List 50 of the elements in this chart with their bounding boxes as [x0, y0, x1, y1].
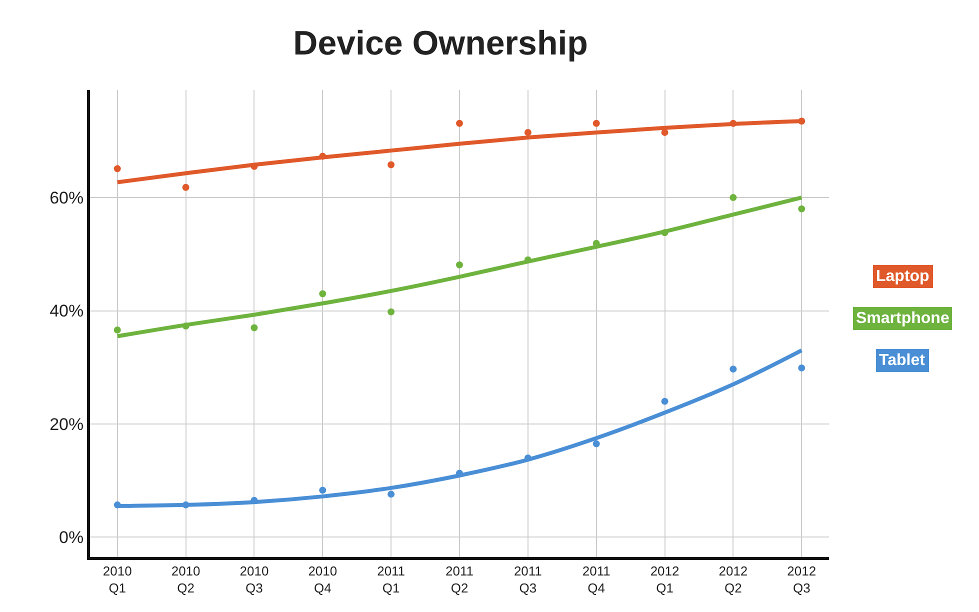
point	[798, 118, 806, 125]
point	[388, 308, 395, 316]
y-tick-label: 40%	[50, 302, 84, 321]
point	[250, 324, 258, 332]
point	[319, 290, 326, 298]
point	[524, 454, 532, 462]
x-tick-label: 2012 Q3	[787, 564, 816, 596]
point	[114, 326, 121, 334]
y-tick-label: 60%	[50, 188, 84, 208]
text: Smartphone	[856, 310, 950, 327]
y-tick-label: 0%	[59, 528, 84, 548]
line-series	[115, 196, 804, 338]
x-tick-label: 2012 Q1	[650, 564, 680, 596]
point	[319, 152, 326, 160]
point	[661, 229, 668, 236]
point	[661, 128, 668, 136]
point	[182, 322, 190, 330]
x-tick-label: 2010 Q4	[308, 564, 338, 596]
point	[388, 490, 395, 498]
point	[730, 366, 737, 373]
point	[182, 184, 190, 191]
x-tick-label: 2012 Q2	[718, 564, 748, 596]
point	[524, 128, 532, 136]
x-tick-label: 2010 Q2	[171, 564, 200, 596]
point	[592, 440, 600, 448]
point	[798, 364, 806, 372]
x-tick-label: 2011 Q2	[446, 564, 474, 596]
y-tick-label: 20%	[50, 414, 84, 434]
text: Tablet	[879, 352, 926, 369]
text: Laptop	[876, 268, 930, 285]
point	[456, 261, 463, 268]
point	[182, 501, 190, 508]
point	[730, 120, 737, 127]
point	[730, 194, 737, 202]
chart-title: Device Ownership	[293, 24, 588, 62]
point	[524, 256, 532, 264]
point	[114, 501, 121, 508]
x-tick-label: 2011 Q4	[582, 564, 610, 596]
x-tick-label: 2011 Q1	[377, 564, 406, 596]
point	[661, 398, 668, 405]
point	[798, 205, 806, 212]
point	[250, 162, 258, 170]
point	[319, 486, 326, 494]
x-tick-label: 2010 Q1	[102, 564, 132, 596]
point	[592, 120, 600, 127]
point	[114, 165, 121, 172]
point	[456, 120, 463, 127]
x-tick-label: 2011 Q3	[514, 564, 542, 596]
point	[388, 161, 395, 168]
x-tick-label: 2010 Q3	[240, 564, 269, 596]
